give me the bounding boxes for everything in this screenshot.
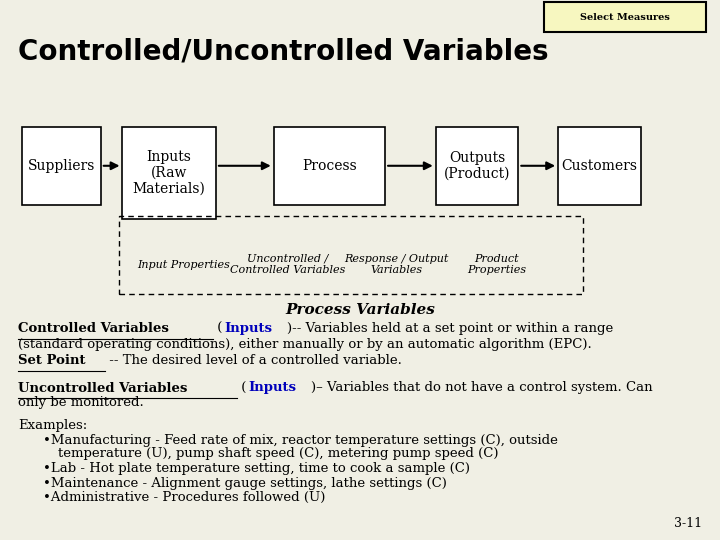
Text: Product
Properties: Product Properties <box>467 254 526 275</box>
Text: (standard operating conditions), either manually or by an automatic algorithm (E: (standard operating conditions), either … <box>18 338 592 352</box>
Text: •Lab - Hot plate temperature setting, time to cook a sample (C): •Lab - Hot plate temperature setting, ti… <box>43 462 470 475</box>
Text: Process: Process <box>302 159 357 173</box>
FancyBboxPatch shape <box>544 2 706 32</box>
Text: Response / Output
Variables: Response / Output Variables <box>344 254 448 275</box>
Text: •Maintenance - Alignment gauge settings, lathe settings (C): •Maintenance - Alignment gauge settings,… <box>43 476 447 490</box>
Text: Input Properties: Input Properties <box>138 260 230 269</box>
Bar <box>119 216 583 294</box>
Text: Set Point: Set Point <box>18 354 86 368</box>
Text: Inputs: Inputs <box>248 381 297 395</box>
Text: only be monitored.: only be monitored. <box>18 396 144 409</box>
Text: Select Measures: Select Measures <box>580 13 670 22</box>
Text: (: ( <box>237 381 246 395</box>
Text: -- The desired level of a controlled variable.: -- The desired level of a controlled var… <box>105 354 402 368</box>
Text: Process Variables: Process Variables <box>285 303 435 318</box>
Text: •Manufacturing - Feed rate of mix, reactor temperature settings (C), outside: •Manufacturing - Feed rate of mix, react… <box>43 434 558 447</box>
Text: Inputs
(Raw
Materials): Inputs (Raw Materials) <box>132 150 206 196</box>
Bar <box>122 127 216 219</box>
Bar <box>274 127 385 205</box>
Text: Uncontrolled Variables: Uncontrolled Variables <box>18 381 187 395</box>
Text: Suppliers: Suppliers <box>27 159 95 173</box>
Text: Customers: Customers <box>562 159 637 173</box>
Text: •Administrative - Procedures followed (U): •Administrative - Procedures followed (U… <box>43 491 325 504</box>
Text: temperature (U), pump shaft speed (C), metering pump speed (C): temperature (U), pump shaft speed (C), m… <box>58 447 498 461</box>
Text: Inputs: Inputs <box>225 322 273 335</box>
Text: (: ( <box>212 322 222 335</box>
Bar <box>436 127 518 205</box>
Bar <box>22 127 101 205</box>
Text: Examples:: Examples: <box>18 419 87 433</box>
Text: 3-11: 3-11 <box>674 517 702 530</box>
Bar <box>558 127 641 205</box>
Text: )– Variables that do not have a control system. Can: )– Variables that do not have a control … <box>310 381 652 395</box>
Text: Controlled Variables: Controlled Variables <box>18 322 169 335</box>
Text: Controlled/Uncontrolled Variables: Controlled/Uncontrolled Variables <box>18 37 549 65</box>
Text: Uncontrolled /
Controlled Variables: Uncontrolled / Controlled Variables <box>230 254 346 275</box>
Text: Outputs
(Product): Outputs (Product) <box>444 151 510 181</box>
Text: )-- Variables held at a set point or within a range: )-- Variables held at a set point or wit… <box>287 322 613 335</box>
